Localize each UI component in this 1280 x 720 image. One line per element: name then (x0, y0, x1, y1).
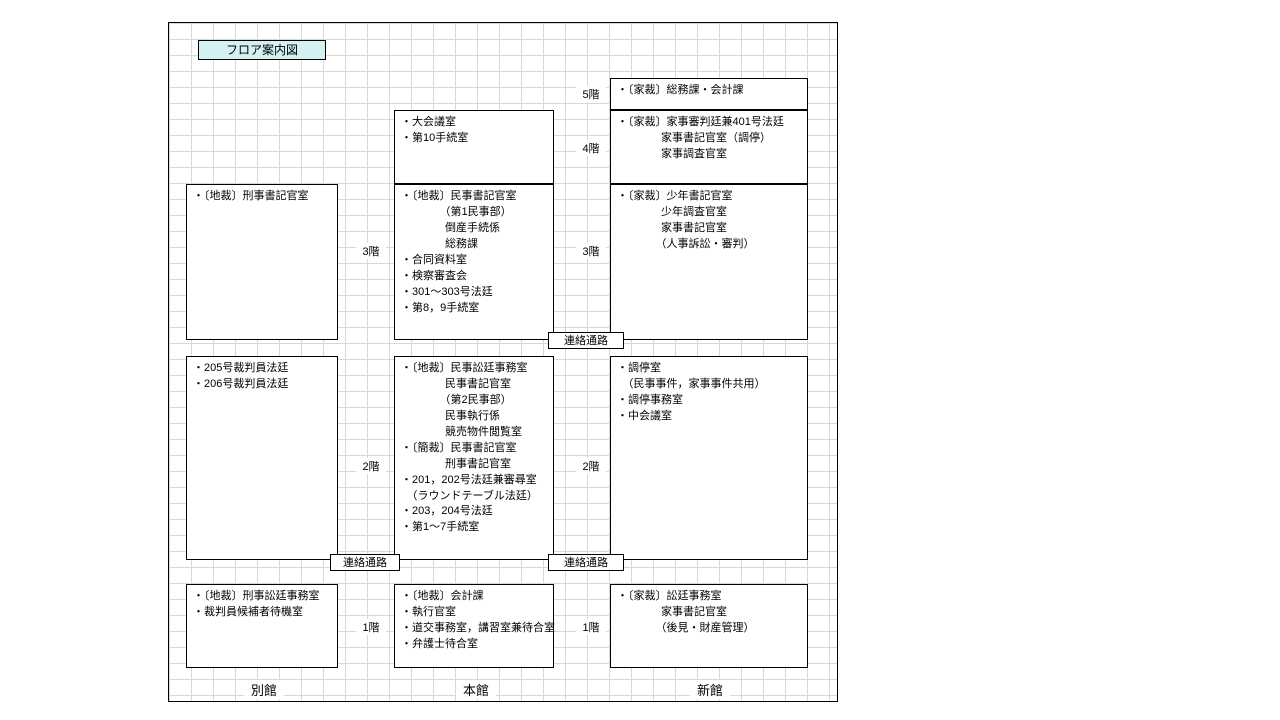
room-line: ・203，204号法廷 (401, 504, 547, 520)
room-main-4f: ・大会議室 ・第10手続室 (394, 110, 554, 184)
building-label-new: 新館 (690, 680, 730, 699)
room-line: （第2民事部） (401, 393, 547, 409)
corridor-2f-1f-annex: 連絡通路 (330, 554, 400, 571)
room-new-3f: ・〔家裁〕少年書記官室 少年調査官室 家事書記官室 （人事訴訟・審判） (610, 184, 808, 340)
room-line: ・301～303号法廷 (401, 285, 547, 301)
room-line: ・裁判員候補者待機室 (193, 605, 331, 621)
corridor-2f-1f-main: 連絡通路 (548, 554, 624, 571)
room-line: ・〔地裁〕民事訟廷事務室 (401, 361, 547, 377)
floor-label-5f: 5階 (576, 86, 606, 102)
room-line: ・〔地裁〕民事書記官室 (401, 189, 547, 205)
floor-label-3f-annex: 3階 (356, 243, 386, 259)
room-line: 民事執行係 (401, 409, 547, 425)
room-line: ・第10手続室 (401, 131, 547, 147)
room-line: ・弁護士待合室 (401, 637, 547, 653)
room-line: ・中会議室 (617, 409, 801, 425)
room-new-4f: ・〔家裁〕家事審判廷兼401号法廷 家事書記官室（調停） 家事調査官室 (610, 110, 808, 184)
room-new-1f: ・〔家裁〕訟廷事務室 家事書記官室 （後見・財産管理） (610, 584, 808, 668)
room-line: （民事事件，家事事件共用） (617, 377, 801, 393)
room-annex-2f: ・205号裁判員法廷 ・206号裁判員法廷 (186, 356, 338, 560)
room-line: ・201，202号法廷兼審尋室 (401, 473, 547, 489)
floor-label-1f-annex: 1階 (356, 619, 386, 635)
room-annex-1f: ・〔地裁〕刑事訟廷事務室 ・裁判員候補者待機室 (186, 584, 338, 668)
room-line: 家事調査官室 (617, 147, 801, 163)
room-line: ・執行官室 (401, 605, 547, 621)
room-line: ・〔地裁〕会計課 (401, 589, 547, 605)
room-annex-3f: ・〔地裁〕刑事書記官室 (186, 184, 338, 340)
floor-label-3f-main: 3階 (576, 243, 606, 259)
floor-label-2f-annex: 2階 (356, 458, 386, 474)
room-line: ・検察審査会 (401, 269, 547, 285)
building-label-main: 本館 (456, 680, 496, 699)
room-line: ・調停室 (617, 361, 801, 377)
room-line: ・〔家裁〕総務課・会計課 (617, 83, 801, 99)
room-new-5f: ・〔家裁〕総務課・会計課 (610, 78, 808, 110)
room-line: ・大会議室 (401, 115, 547, 131)
building-label-annex: 別館 (244, 680, 284, 699)
room-line: ・第1～7手続室 (401, 520, 547, 536)
room-line: ・第8，9手続室 (401, 301, 547, 317)
room-main-3f: ・〔地裁〕民事書記官室 （第1民事部） 倒産手続係 総務課 ・合同資料室 ・検察… (394, 184, 554, 340)
room-line: （第1民事部） (401, 205, 547, 221)
room-line: ・合同資料室 (401, 253, 547, 269)
room-line: （後見・財産管理） (617, 621, 801, 637)
room-main-1f: ・〔地裁〕会計課 ・執行官室 ・道交事務室，講習室兼待合室 ・弁護士待合室 (394, 584, 554, 668)
room-line: ・〔地裁〕刑事書記官室 (193, 189, 331, 205)
room-line: ・調停事務室 (617, 393, 801, 409)
room-line: ・〔家裁〕家事審判廷兼401号法廷 (617, 115, 801, 131)
room-line: 家事書記官室 (617, 221, 801, 237)
room-line: ・206号裁判員法廷 (193, 377, 331, 393)
room-line: ・〔家裁〕訟廷事務室 (617, 589, 801, 605)
room-line: 倒産手続係 (401, 221, 547, 237)
room-line: （人事訴訟・審判） (617, 237, 801, 253)
corridor-3f-2f: 連絡通路 (548, 332, 624, 349)
floor-label-4f-main: 4階 (576, 140, 606, 156)
room-line: ・〔地裁〕刑事訟廷事務室 (193, 589, 331, 605)
room-line: （ラウンドテーブル法廷） (401, 489, 547, 505)
room-line: ・〔家裁〕少年書記官室 (617, 189, 801, 205)
room-line: 家事書記官室 (617, 605, 801, 621)
room-line: 総務課 (401, 237, 547, 253)
room-line: 刑事書記官室 (401, 457, 547, 473)
room-line: 家事書記官室（調停） (617, 131, 801, 147)
floor-label-2f-main: 2階 (576, 458, 606, 474)
room-line: 少年調査官室 (617, 205, 801, 221)
room-line: ・〔簡裁〕民事書記官室 (401, 441, 547, 457)
room-line: 競売物件閲覧室 (401, 425, 547, 441)
room-line: ・205号裁判員法廷 (193, 361, 331, 377)
floor-guide-title: フロア案内図 (198, 40, 326, 60)
room-line: 民事書記官室 (401, 377, 547, 393)
room-new-2f: ・調停室 （民事事件，家事事件共用） ・調停事務室 ・中会議室 (610, 356, 808, 560)
room-main-2f: ・〔地裁〕民事訟廷事務室 民事書記官室 （第2民事部） 民事執行係 競売物件閲覧… (394, 356, 554, 560)
room-line: ・道交事務室，講習室兼待合室 (401, 621, 547, 637)
floor-label-1f-main: 1階 (576, 619, 606, 635)
